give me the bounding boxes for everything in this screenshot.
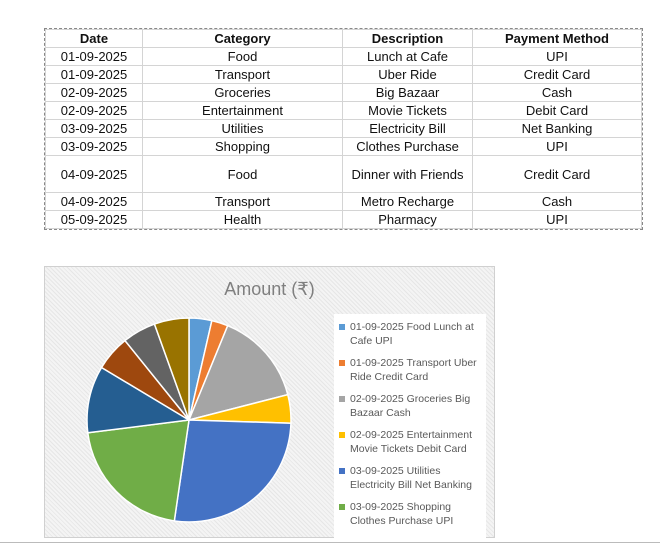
table-cell: Food	[142, 47, 343, 66]
legend-entry: 02-09-2025 Entertainment Movie Tickets D…	[339, 428, 482, 456]
table-cell: 03-09-2025	[45, 119, 143, 138]
table-cell: Food	[142, 155, 343, 193]
table-cell: Groceries	[142, 83, 343, 102]
table-cell: Lunch at Cafe	[342, 47, 473, 66]
table-row: 01-09-2025 Transport Uber Ride Credit Card	[45, 65, 642, 84]
table-cell: Credit Card	[472, 65, 642, 84]
table-cell: 04-09-2025	[45, 192, 143, 211]
legend-entry: 03-09-2025 Shopping Clothes Purchase UPI	[339, 500, 482, 528]
chart-title: Amount (₹)	[224, 279, 315, 299]
table-cell: UPI	[472, 47, 642, 66]
pie-slice	[187, 324, 289, 422]
table-cell: Credit Card	[472, 155, 642, 193]
table-row: 03-09-2025 Shopping Clothes Purchase UPI	[45, 137, 642, 156]
pie-slice	[173, 419, 292, 523]
legend-entry: 02-09-2025 Groceries Big Bazaar Cash	[339, 392, 482, 420]
legend-label: 01-09-2025 Food Lunch at Cafe UPI	[350, 321, 474, 347]
legend-entry: 03-09-2025 Utilities Electricity Bill Ne…	[339, 464, 482, 492]
table-cell: Clothes Purchase	[342, 137, 473, 156]
table-cell: Net Banking	[472, 119, 642, 138]
legend-swatch	[339, 504, 345, 510]
table-cell: 05-09-2025	[45, 210, 143, 229]
table-row: 03-09-2025 Utilities Electricity Bill Net B…	[45, 119, 642, 138]
table-cell: Utilities	[142, 119, 343, 138]
table-cell: Big Bazaar	[342, 83, 473, 102]
legend: 01-09-2025 Food Lunch at Cafe UPI 01-09-2…	[334, 314, 486, 542]
table-cell: Transport	[142, 65, 343, 84]
table-cell: Metro Recharge	[342, 192, 473, 211]
legend-swatch	[339, 432, 345, 438]
table-cell: 02-09-2025	[45, 101, 143, 120]
table-cell: 04-09-2025	[45, 155, 143, 193]
column-header: Category	[142, 29, 343, 48]
table-cell: 01-09-2025	[45, 65, 143, 84]
table-cell: Health	[142, 210, 343, 229]
table-cell: 02-09-2025	[45, 83, 143, 102]
table-cell: Uber Ride	[342, 65, 473, 84]
table-cell: UPI	[472, 210, 642, 229]
table-cell: Entertainment	[142, 101, 343, 120]
legend-label: 03-09-2025 Shopping Clothes Purchase UPI	[350, 501, 454, 527]
table-cell: Dinner with Friends	[342, 155, 473, 193]
legend-swatch	[339, 324, 345, 330]
chart[interactable]: Amount (₹) 01-09-2025 Food Lunch at Cafe…	[44, 266, 495, 542]
table-cell: Pharmacy	[342, 210, 473, 229]
table-cell: Transport	[142, 192, 343, 211]
table-row: 05-09-2025 Health Pharmacy UPI	[45, 210, 642, 229]
table-cell: Debit Card	[472, 101, 642, 120]
legend-swatch	[339, 396, 345, 402]
legend-label: 02-09-2025 Groceries Big Bazaar Cash	[350, 393, 471, 419]
table-cell: 03-09-2025	[45, 137, 143, 156]
table-cell: Cash	[472, 192, 642, 211]
table-row: 02-09-2025 Entertainment Movie Tickets Debi…	[45, 101, 642, 120]
legend-entry: 01-09-2025 Transport Uber Ride Credit Ca…	[339, 356, 482, 384]
data-table: Date Category Description Payment Method 01-…	[44, 28, 643, 230]
divider	[0, 542, 660, 543]
legend-label: 03-09-2025 Utilities Electricity Bill Ne…	[350, 465, 472, 491]
table-cell: Electricity Bill	[342, 119, 473, 138]
table-row: 02-09-2025 Groceries Big Bazaar Cash	[45, 83, 642, 102]
pie-slice	[86, 419, 190, 522]
table-cell: Movie Tickets	[342, 101, 473, 120]
legend-label: 01-09-2025 Transport Uber Ride Credit Ca…	[350, 357, 477, 383]
pie-slice	[86, 366, 192, 434]
pie-slice	[153, 317, 190, 421]
legend-label: 02-09-2025 Entertainment Movie Tickets D…	[350, 429, 472, 455]
legend-entry: 01-09-2025 Food Lunch at Cafe UPI	[339, 320, 482, 348]
table-cell: 01-09-2025	[45, 47, 143, 66]
pie	[86, 317, 292, 523]
table-cell: Cash	[472, 83, 642, 102]
column-header: Date	[45, 29, 143, 48]
table-row: 04-09-2025 Transport Metro Recharge Cash	[45, 192, 642, 211]
legend-swatch	[339, 468, 345, 474]
table-cell: UPI	[472, 137, 642, 156]
column-header: Payment Method	[472, 29, 642, 48]
table-row: 01-09-2025 Food Lunch at Cafe UPI	[45, 47, 642, 66]
column-header: Description	[342, 29, 473, 48]
table-row: 04-09-2025 Food Dinner with Friends Credit …	[45, 155, 642, 193]
table-cell: Shopping	[142, 137, 343, 156]
legend-swatch	[339, 360, 345, 366]
